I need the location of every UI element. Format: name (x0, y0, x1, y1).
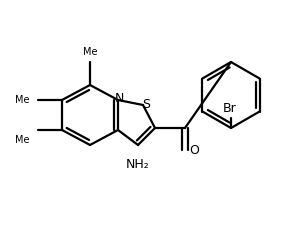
Text: O: O (189, 143, 199, 156)
Text: S: S (142, 97, 150, 110)
Text: N: N (114, 92, 124, 106)
Text: Me: Me (15, 95, 30, 105)
Text: Br: Br (223, 101, 237, 115)
Text: NH₂: NH₂ (126, 158, 150, 171)
Text: Me: Me (15, 135, 30, 145)
Text: Me: Me (83, 47, 97, 57)
